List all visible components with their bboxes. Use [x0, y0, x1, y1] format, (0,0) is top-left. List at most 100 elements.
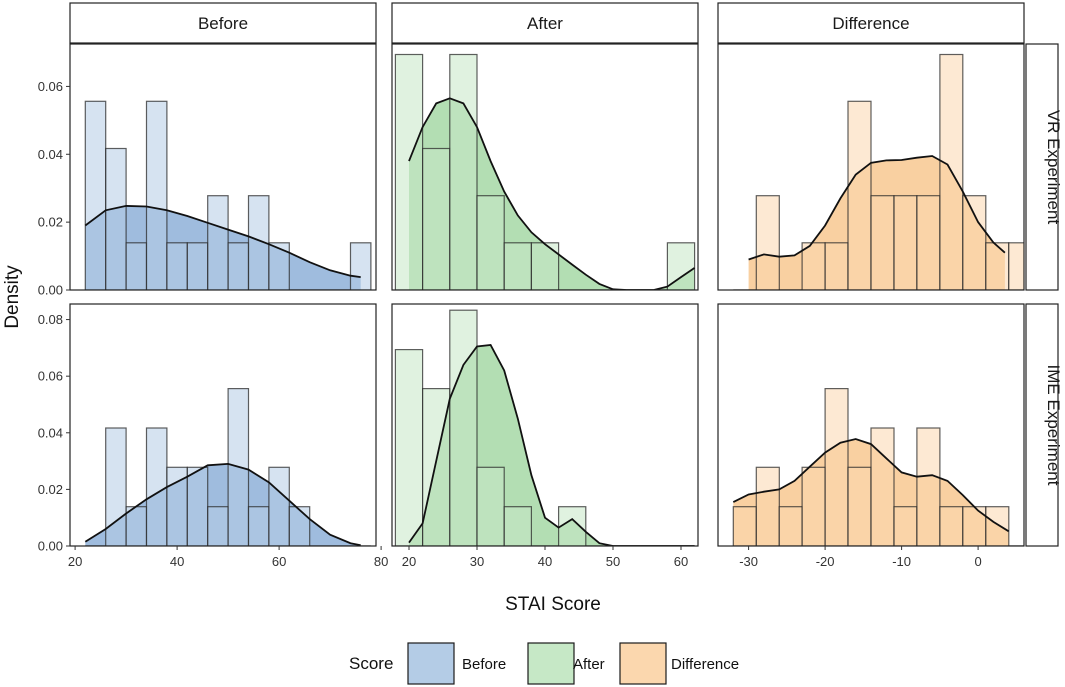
histogram-bar: [985, 506, 1010, 546]
panel-difference-ime-experiment: [717, 303, 1025, 547]
panel-before-vr-experiment: [69, 43, 377, 291]
histogram-bar: [870, 427, 895, 546]
histogram-bar: [530, 242, 560, 290]
histogram-bar: [288, 506, 311, 546]
histogram-bar: [268, 466, 290, 546]
y-tick-label: 0.04: [38, 425, 63, 440]
histogram-bar: [824, 388, 849, 546]
strip-before: Before: [69, 2, 377, 44]
histogram-bar: [870, 195, 895, 290]
panel-after-vr-experiment: [391, 43, 699, 291]
x-tick-label: -10: [892, 554, 911, 569]
y-tick-label: 0.00: [38, 283, 63, 298]
histogram-bar: [145, 427, 168, 546]
panel-difference-vr-experiment: [717, 43, 1025, 291]
x-tick-label: 60: [674, 554, 688, 569]
histogram-bar: [916, 427, 941, 546]
histogram-bar: [268, 242, 290, 290]
histogram-bar: [755, 466, 780, 546]
panel-before-ime-experiment: [69, 303, 377, 547]
histogram-bar: [1008, 242, 1024, 290]
strip-ime-experiment: IME Experiment: [1025, 303, 1063, 547]
y-tick-label: 0.08: [38, 312, 63, 327]
density-curve: [732, 438, 1010, 533]
histogram-bar: [778, 506, 803, 546]
x-tick-label: 0: [974, 554, 981, 569]
histogram-bar: [207, 195, 229, 290]
histogram-bar: [503, 242, 533, 290]
legend-item-difference: Difference: [619, 642, 739, 685]
density-curve: [84, 204, 361, 278]
histogram-bar: [847, 466, 872, 546]
panel-border: [69, 303, 377, 547]
histogram-bar: [84, 100, 107, 290]
histogram-bar: [145, 100, 168, 290]
histogram-bar: [962, 195, 987, 290]
histogram-bar: [893, 506, 918, 546]
density-curve: [748, 155, 1006, 261]
legend-swatch: [527, 642, 575, 685]
strip-background: [391, 2, 699, 44]
histogram-bar: [939, 506, 964, 546]
histogram-bar: [105, 147, 127, 290]
histogram-bar: [394, 349, 424, 546]
strip-background: [69, 2, 377, 44]
histogram-bar: [962, 506, 987, 546]
x-tick-label: 60: [272, 554, 286, 569]
histogram-bar: [186, 242, 209, 290]
row-strip-label: VR Experiment: [1044, 110, 1063, 225]
histogram-bar: [755, 195, 780, 290]
panel-border: [391, 43, 699, 291]
y-tick-label: 0.02: [38, 482, 63, 497]
column-strip-label: Before: [198, 14, 248, 33]
histogram-bar: [801, 242, 826, 290]
x-axis-title: STAI Score: [505, 594, 601, 615]
histogram-bar: [449, 309, 478, 546]
histogram-bar: [847, 100, 872, 290]
histogram-bar: [732, 506, 757, 546]
x-tick-label: -20: [816, 554, 835, 569]
histogram-bar: [476, 195, 505, 290]
x-tick-label: 80: [374, 554, 388, 569]
legend-item-after: After: [527, 642, 605, 685]
histogram-bar: [985, 242, 1010, 290]
strip-background: [1025, 303, 1059, 547]
histogram-bar: [166, 242, 188, 290]
legend-label: After: [573, 656, 605, 673]
panel-border: [69, 43, 377, 291]
facet-panels: [69, 43, 1025, 547]
histogram-bar: [449, 53, 478, 290]
y-tick-label: 0.00: [38, 539, 63, 554]
x-tick-label: -30: [739, 554, 758, 569]
legend-title: Score: [349, 654, 393, 673]
histogram-bar: [186, 466, 209, 546]
histogram-bar: [125, 242, 148, 290]
histogram-bar: [503, 506, 533, 546]
panel-border: [717, 43, 1025, 291]
histogram-bar: [207, 506, 229, 546]
histogram-bar: [394, 53, 424, 290]
axes: 0.00 0.02 0.04 0.06 0.00 0.02 0.04 0.06 0.08 20 40…: [38, 79, 982, 569]
x-tick-label: 20: [402, 554, 416, 569]
y-tick-label: 0.06: [38, 369, 63, 384]
x-tick-label: 20: [68, 554, 82, 569]
histogram-bar: [422, 147, 451, 290]
histogram-bar: [916, 195, 941, 290]
density-curve: [408, 344, 695, 546]
strip-after: After: [391, 2, 699, 44]
density-curve: [408, 97, 696, 290]
histogram-bar: [422, 388, 451, 546]
histogram-bar: [476, 466, 505, 546]
strip-difference: Difference: [717, 2, 1025, 44]
panel-border: [717, 303, 1025, 547]
histogram-bar: [349, 242, 372, 290]
panel-after-ime-experiment: [391, 303, 699, 547]
histogram-bar: [557, 506, 587, 546]
histogram-bar: [893, 195, 918, 290]
density-curve: [84, 462, 361, 546]
strip-background: [1025, 43, 1059, 291]
y-tick-label: 0.06: [38, 79, 63, 94]
y-tick-label: 0.04: [38, 147, 63, 162]
x-tick-label: 50: [606, 554, 620, 569]
